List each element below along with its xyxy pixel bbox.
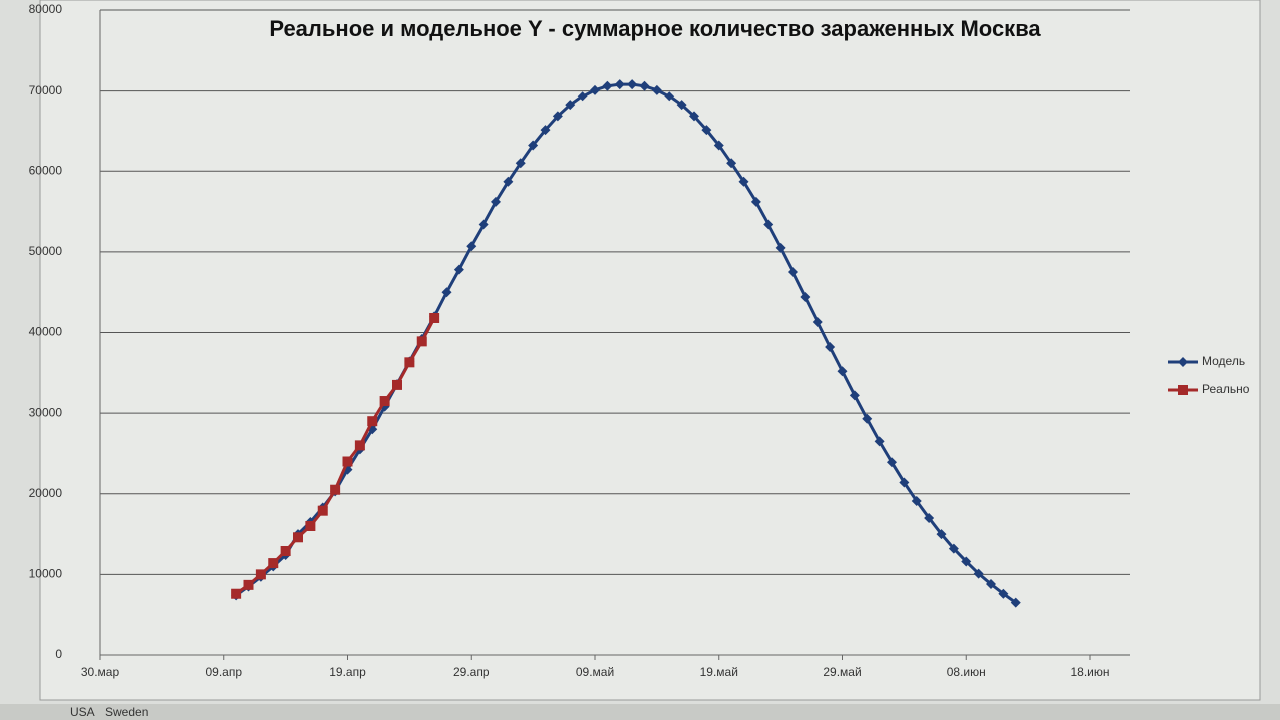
point-marker xyxy=(552,111,563,122)
sheet-tab-bar xyxy=(0,704,1280,720)
point-marker xyxy=(986,579,996,590)
x-tick-label: 29.апр xyxy=(453,665,490,679)
chart-area xyxy=(39,0,1261,701)
point-marker xyxy=(627,79,638,90)
y-tick-label: 40000 xyxy=(29,325,63,339)
point-marker xyxy=(565,100,576,111)
point-marker xyxy=(825,342,836,353)
point-marker xyxy=(701,125,712,136)
y-tick-label: 0 xyxy=(55,647,62,661)
point-marker xyxy=(849,390,860,401)
point-marker xyxy=(800,292,811,303)
point-marker xyxy=(874,436,885,447)
point-marker xyxy=(837,366,848,377)
legend-label: Модель xyxy=(1202,354,1245,368)
point-marker xyxy=(911,496,922,507)
x-tick-label: 09.май xyxy=(576,665,614,679)
point-marker xyxy=(763,219,774,230)
point-marker xyxy=(305,521,316,531)
point-marker xyxy=(775,242,786,253)
point-marker xyxy=(231,588,242,599)
sheet-tab[interactable]: Sweden xyxy=(105,705,148,719)
point-marker xyxy=(429,312,440,323)
point-marker xyxy=(689,111,699,122)
x-tick-label: 30.мар xyxy=(81,665,120,679)
x-tick-label: 29.май xyxy=(823,665,861,679)
x-tick-label: 09.апр xyxy=(205,665,242,679)
point-marker xyxy=(379,396,390,407)
point-marker xyxy=(664,91,675,102)
legend-marker xyxy=(1178,385,1188,395)
point-marker xyxy=(503,176,514,187)
point-marker xyxy=(293,532,303,543)
series-line xyxy=(235,82,1017,604)
point-marker xyxy=(1010,597,1021,608)
point-marker xyxy=(812,317,823,328)
point-marker xyxy=(268,558,279,569)
point-marker xyxy=(491,196,501,207)
point-marker xyxy=(404,357,415,368)
point-marker xyxy=(577,91,588,102)
point-marker xyxy=(466,241,477,252)
point-marker xyxy=(590,84,600,95)
legend-marker xyxy=(1178,357,1188,367)
y-tick-label: 80000 xyxy=(29,2,63,16)
y-tick-label: 30000 xyxy=(29,405,63,419)
y-tick-label: 50000 xyxy=(29,244,63,258)
point-marker xyxy=(973,568,984,579)
point-marker xyxy=(280,545,291,556)
point-marker xyxy=(342,456,353,467)
point-marker xyxy=(478,219,489,230)
point-marker xyxy=(726,158,737,169)
x-tick-label: 08.июн xyxy=(947,665,986,679)
point-marker xyxy=(713,140,724,151)
point-marker xyxy=(416,336,427,347)
x-tick-label: 19.апр xyxy=(329,665,366,679)
point-marker xyxy=(738,176,749,187)
point-marker xyxy=(899,477,910,488)
point-marker xyxy=(961,556,972,567)
point-marker xyxy=(651,84,662,95)
point-marker xyxy=(367,416,378,427)
point-marker xyxy=(515,158,526,169)
point-marker xyxy=(998,588,1009,599)
point-marker xyxy=(750,196,761,207)
point-marker xyxy=(317,505,328,516)
y-tick-label: 70000 xyxy=(29,83,63,97)
point-marker xyxy=(924,512,935,523)
y-tick-label: 10000 xyxy=(29,567,63,581)
point-marker xyxy=(676,100,687,111)
y-tick-label: 60000 xyxy=(29,163,63,177)
point-marker xyxy=(528,140,539,151)
x-tick-label: 19.май xyxy=(700,665,738,679)
x-tick-label: 18.июн xyxy=(1070,665,1109,679)
point-marker xyxy=(602,80,613,91)
point-marker xyxy=(788,267,798,278)
sheet-tab[interactable]: USA xyxy=(70,705,95,719)
legend-label: Реально xyxy=(1202,382,1250,396)
point-marker xyxy=(441,287,452,298)
point-marker xyxy=(255,569,266,580)
point-marker xyxy=(354,440,365,451)
point-marker xyxy=(862,413,873,424)
point-marker xyxy=(936,529,947,540)
point-marker xyxy=(614,79,625,90)
point-marker xyxy=(392,379,402,390)
point-marker xyxy=(948,543,959,554)
point-marker xyxy=(540,125,551,136)
chart-title: Реальное и модельное Y - суммарное колич… xyxy=(269,16,1041,41)
point-marker xyxy=(330,484,341,495)
point-marker xyxy=(887,457,897,468)
point-marker xyxy=(639,80,650,91)
point-marker xyxy=(453,264,464,275)
y-tick-label: 20000 xyxy=(29,486,63,500)
point-marker xyxy=(243,579,254,590)
